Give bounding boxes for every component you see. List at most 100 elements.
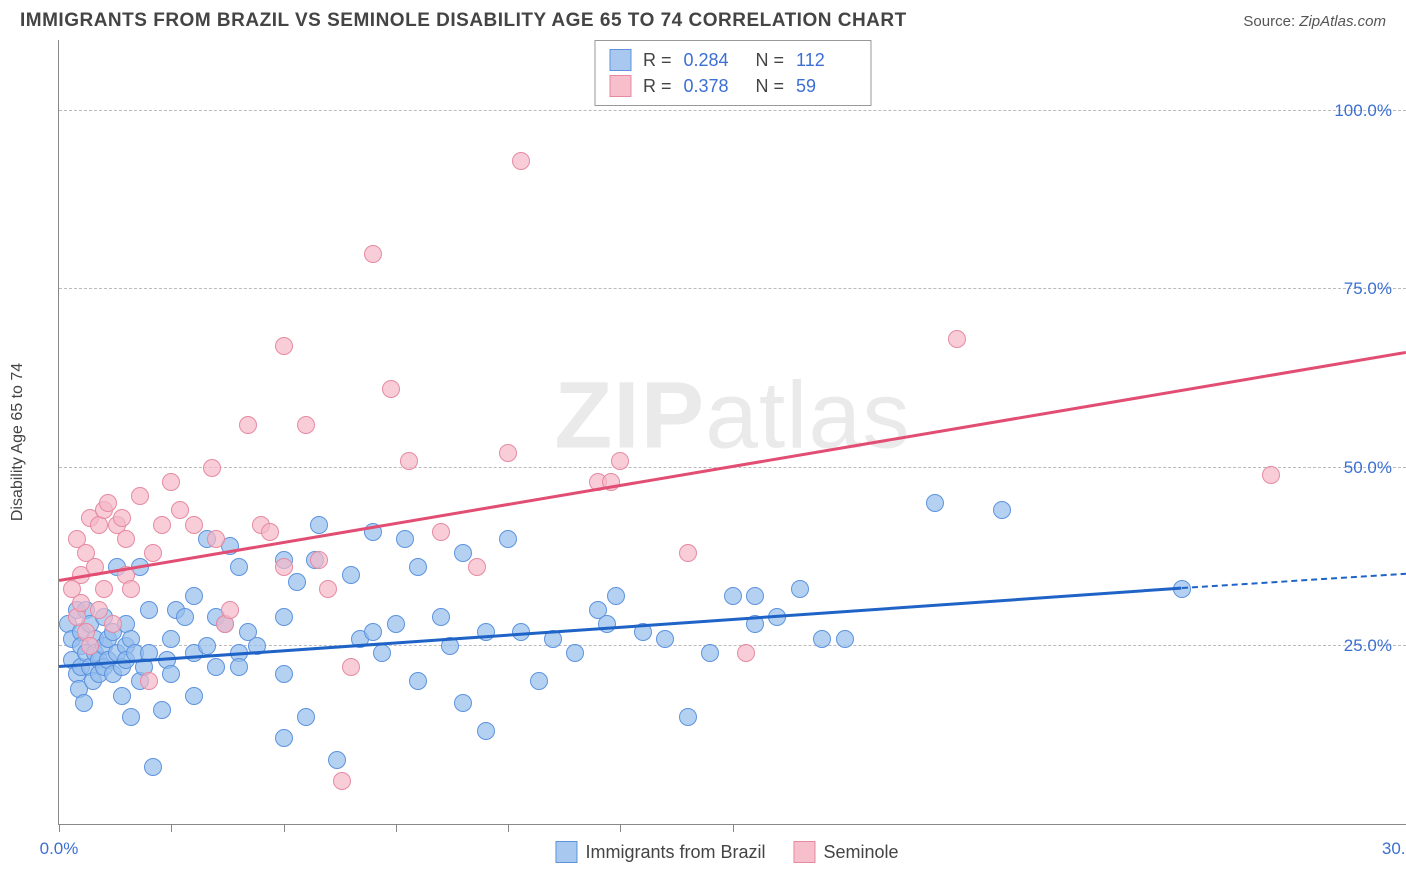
data-point-seminole (131, 487, 149, 505)
data-point-seminole (319, 580, 337, 598)
x-tick-label: 0.0% (40, 839, 79, 859)
scatter-plot-area: ZIPatlas R =0.284N =112R =0.378N =59 25.… (58, 40, 1406, 825)
data-point-brazil (791, 580, 809, 598)
legend-row: R =0.284N =112 (609, 47, 856, 73)
data-point-brazil (364, 623, 382, 641)
data-point-seminole (239, 416, 257, 434)
data-point-brazil (993, 501, 1011, 519)
data-point-brazil (297, 708, 315, 726)
data-point-brazil (926, 494, 944, 512)
data-point-seminole (275, 337, 293, 355)
data-point-seminole (113, 509, 131, 527)
y-tick-label: 100.0% (1334, 101, 1392, 121)
data-point-seminole (737, 644, 755, 662)
data-point-brazil (75, 694, 93, 712)
data-point-brazil (530, 672, 548, 690)
data-point-seminole (81, 637, 99, 655)
x-tick (396, 824, 397, 832)
data-point-brazil (746, 587, 764, 605)
data-point-seminole (611, 452, 629, 470)
data-point-brazil (598, 615, 616, 633)
data-point-brazil (499, 530, 517, 548)
data-point-seminole (1262, 466, 1280, 484)
data-point-brazil (288, 573, 306, 591)
data-point-brazil (328, 751, 346, 769)
gridline-h (59, 288, 1406, 289)
data-point-seminole (512, 152, 530, 170)
data-point-seminole (162, 473, 180, 491)
data-point-brazil (454, 694, 472, 712)
data-point-brazil (607, 587, 625, 605)
data-point-brazil (387, 615, 405, 633)
data-point-brazil (207, 658, 225, 676)
data-point-brazil (185, 587, 203, 605)
data-point-brazil (144, 758, 162, 776)
data-point-brazil (656, 630, 674, 648)
source-label: Source: ZipAtlas.com (1243, 13, 1386, 30)
x-tick (508, 824, 509, 832)
data-point-brazil (162, 630, 180, 648)
data-point-brazil (176, 608, 194, 626)
data-point-brazil (230, 658, 248, 676)
x-tick-label: 30.0% (1382, 839, 1406, 859)
data-point-brazil (113, 687, 131, 705)
legend-series: Immigrants from BrazilSeminole (555, 841, 898, 863)
data-point-seminole (144, 544, 162, 562)
data-point-brazil (454, 544, 472, 562)
data-point-seminole (364, 245, 382, 263)
data-point-seminole (104, 615, 122, 633)
data-point-brazil (275, 665, 293, 683)
data-point-seminole (117, 530, 135, 548)
data-point-brazil (813, 630, 831, 648)
x-tick (284, 824, 285, 832)
data-point-seminole (468, 558, 486, 576)
data-point-seminole (382, 380, 400, 398)
data-point-brazil (122, 708, 140, 726)
data-point-seminole (261, 523, 279, 541)
data-point-seminole (275, 558, 293, 576)
x-tick (171, 824, 172, 832)
gridline-h (59, 110, 1406, 111)
trend-line-dashed-brazil (1181, 573, 1406, 589)
data-point-brazil (477, 722, 495, 740)
data-point-seminole (297, 416, 315, 434)
data-point-seminole (400, 452, 418, 470)
data-point-brazil (396, 530, 414, 548)
data-point-seminole (432, 523, 450, 541)
data-point-brazil (373, 644, 391, 662)
x-tick (59, 824, 60, 832)
data-point-seminole (948, 330, 966, 348)
data-point-brazil (409, 672, 427, 690)
data-point-seminole (185, 516, 203, 534)
x-tick (620, 824, 621, 832)
y-axis-title: Disability Age 65 to 74 (9, 362, 27, 520)
legend-swatch (609, 75, 631, 97)
y-tick-label: 25.0% (1344, 636, 1392, 656)
data-point-seminole (499, 444, 517, 462)
data-point-seminole (153, 516, 171, 534)
data-point-seminole (99, 494, 117, 512)
legend-swatch (555, 841, 577, 863)
y-tick-label: 75.0% (1344, 279, 1392, 299)
data-point-brazil (701, 644, 719, 662)
legend-row: R =0.378N =59 (609, 73, 856, 99)
data-point-brazil (230, 558, 248, 576)
data-point-brazil (153, 701, 171, 719)
data-point-brazil (409, 558, 427, 576)
data-point-brazil (432, 608, 450, 626)
data-point-seminole (203, 459, 221, 477)
data-point-seminole (207, 530, 225, 548)
data-point-brazil (198, 637, 216, 655)
data-point-brazil (566, 644, 584, 662)
data-point-seminole (679, 544, 697, 562)
data-point-seminole (221, 601, 239, 619)
y-tick-label: 50.0% (1344, 458, 1392, 478)
legend-correlation: R =0.284N =112R =0.378N =59 (594, 40, 871, 106)
data-point-seminole (333, 772, 351, 790)
watermark: ZIPatlas (554, 362, 910, 471)
legend-swatch (609, 49, 631, 71)
data-point-seminole (90, 601, 108, 619)
chart-title: IMMIGRANTS FROM BRAZIL VS SEMINOLE DISAB… (20, 10, 907, 32)
data-point-seminole (342, 658, 360, 676)
data-point-seminole (171, 501, 189, 519)
